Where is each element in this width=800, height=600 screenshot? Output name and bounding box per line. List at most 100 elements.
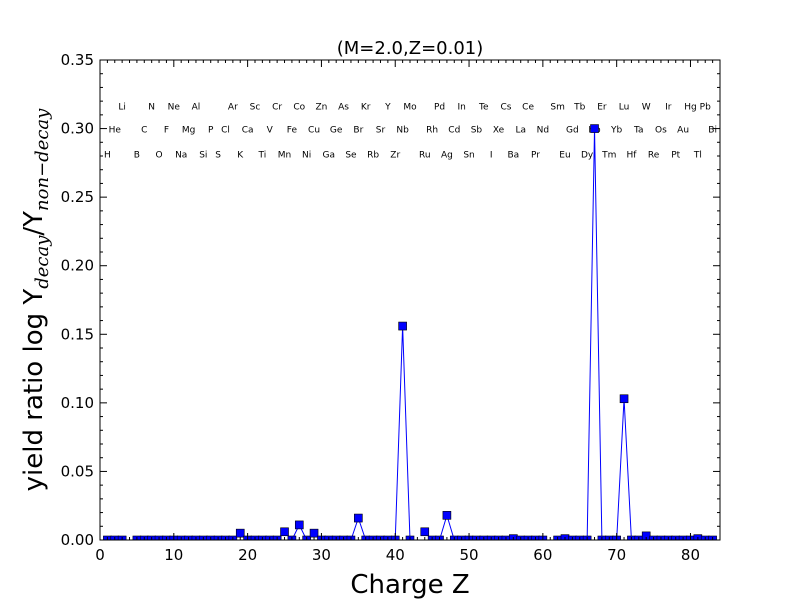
x-tick-label: 30	[312, 546, 331, 564]
element-label-er: Er	[597, 102, 607, 112]
x-tick-label: 60	[533, 546, 552, 564]
element-label-pd: Pd	[434, 102, 445, 112]
element-label-rh: Rh	[426, 126, 438, 136]
element-label-te: Te	[478, 102, 489, 112]
y-tick-label: 0.35	[61, 51, 94, 69]
element-label-ar: Ar	[228, 102, 238, 112]
element-label-v: V	[267, 126, 274, 136]
y-tick-label: 0.10	[61, 394, 94, 412]
element-label-ca: Ca	[242, 126, 254, 136]
y-axis: 0.00 0.05 0.10 0.15 0.20 0.25 0.30 0.35	[61, 51, 720, 549]
element-label-ba: Ba	[507, 150, 519, 160]
y-axis-label-prefix: yield ratio log Y	[19, 289, 49, 492]
element-label-sr: Sr	[376, 126, 386, 136]
element-label-n: N	[148, 102, 155, 112]
y-axis-label-subscript-decay: decay	[32, 235, 53, 289]
data-point-z19	[235, 528, 245, 538]
element-label-os: Os	[655, 126, 667, 136]
y-tick-label: 0.15	[61, 325, 94, 343]
element-label-c: C	[141, 126, 147, 136]
element-label-in: In	[457, 102, 465, 112]
element-label-w: W	[642, 102, 651, 112]
element-label-nd: Nd	[537, 126, 549, 136]
data-point-z47	[442, 511, 452, 520]
element-label-as: As	[338, 102, 349, 112]
element-label-rb: Rb	[367, 150, 379, 160]
data-point-z25	[280, 527, 289, 537]
element-label-ti: Ti	[258, 150, 267, 160]
element-label-tb: Tb	[573, 102, 585, 112]
element-label-zn: Zn	[315, 102, 327, 112]
x-tick-label: 40	[386, 546, 405, 564]
element-label-ag: Ag	[441, 150, 453, 160]
element-label-cd: Cd	[448, 126, 460, 136]
element-label-f: F	[164, 126, 169, 136]
element-label-al: Al	[192, 102, 201, 112]
data-point-z27	[294, 520, 304, 530]
element-label-gd: Gd	[566, 126, 579, 136]
element-label-sc: Sc	[250, 102, 261, 112]
element-label-cr: Cr	[272, 102, 282, 112]
element-label-ce: Ce	[522, 102, 534, 112]
element-label-tm: Tm	[601, 150, 616, 160]
element-label-pb: Pb	[700, 102, 711, 112]
y-tick-label: 0.25	[61, 188, 94, 206]
y-axis-label: yield ratio log Ydecay/Ynon−decay	[19, 108, 53, 491]
element-label-ta: Ta	[633, 126, 644, 136]
element-label-se: Se	[345, 150, 357, 160]
element-label-au: Au	[677, 126, 689, 136]
y-tick-label: 0.00	[61, 531, 94, 549]
data-point-z71	[619, 394, 629, 404]
element-label-na: Na	[175, 150, 187, 160]
element-label-lu: Lu	[619, 102, 630, 112]
element-label-dy: Dy	[581, 150, 594, 160]
data-point-z29	[309, 528, 319, 538]
y-tick-label: 0.30	[61, 120, 94, 138]
element-label-ne: Ne	[168, 102, 181, 112]
chart-title: (M=2.0,Z=0.01)	[337, 38, 484, 59]
x-tick-label: 70	[607, 546, 626, 564]
element-label-la: La	[515, 126, 526, 136]
element-label-ni: Ni	[302, 150, 311, 160]
x-tick-label: 10	[164, 546, 183, 564]
element-label-cl: Cl	[221, 126, 230, 136]
element-label-xe: Xe	[493, 126, 505, 136]
element-label-p: P	[208, 126, 214, 136]
data-point-z44	[420, 527, 430, 537]
data-point-z67	[590, 124, 599, 133]
element-label-h: H	[104, 150, 111, 160]
y-tick-label: 0.20	[61, 257, 94, 275]
element-label-mo: Mo	[403, 102, 417, 112]
x-tick-label: 80	[681, 546, 700, 564]
element-label-hg: Hg	[684, 102, 696, 112]
element-symbol-labels: H He Li B C N O F Ne Na Mg Al Si P S Cl Ar K Ca Sc Ti V Cr Mn Fe…	[104, 102, 717, 160]
x-axis-label: Charge Z	[350, 570, 469, 600]
element-label-mg: Mg	[182, 126, 195, 136]
x-tick-label: 0	[95, 546, 105, 564]
element-label-co: Co	[293, 102, 305, 112]
element-label-y: Y	[384, 102, 391, 112]
element-label-o: O	[156, 150, 163, 160]
element-label-b: B	[134, 150, 140, 160]
element-label-pr: Pr	[531, 150, 540, 160]
element-label-mn: Mn	[278, 150, 291, 160]
data-point-z41	[398, 321, 407, 331]
element-label-ir: Ir	[665, 102, 672, 112]
element-label-kr: Kr	[361, 102, 371, 112]
y-axis-label-slash: /Y	[19, 211, 49, 236]
element-label-li: Li	[118, 102, 126, 112]
y-tick-label: 0.05	[61, 462, 94, 480]
element-label-fe: Fe	[287, 126, 298, 136]
element-label-re: Re	[648, 150, 660, 160]
element-label-ru: Ru	[419, 150, 431, 160]
element-label-sm: Sm	[550, 102, 564, 112]
element-label-pt: Pt	[671, 150, 680, 160]
element-label-ga: Ga	[323, 150, 336, 160]
element-label-i: I	[490, 150, 493, 160]
element-label-sn: Sn	[463, 150, 474, 160]
element-label-he: He	[109, 126, 122, 136]
y-axis-label-subscript-non-decay: non−decay	[32, 108, 53, 211]
element-label-bi: Bi	[708, 126, 717, 136]
element-label-cu: Cu	[308, 126, 320, 136]
